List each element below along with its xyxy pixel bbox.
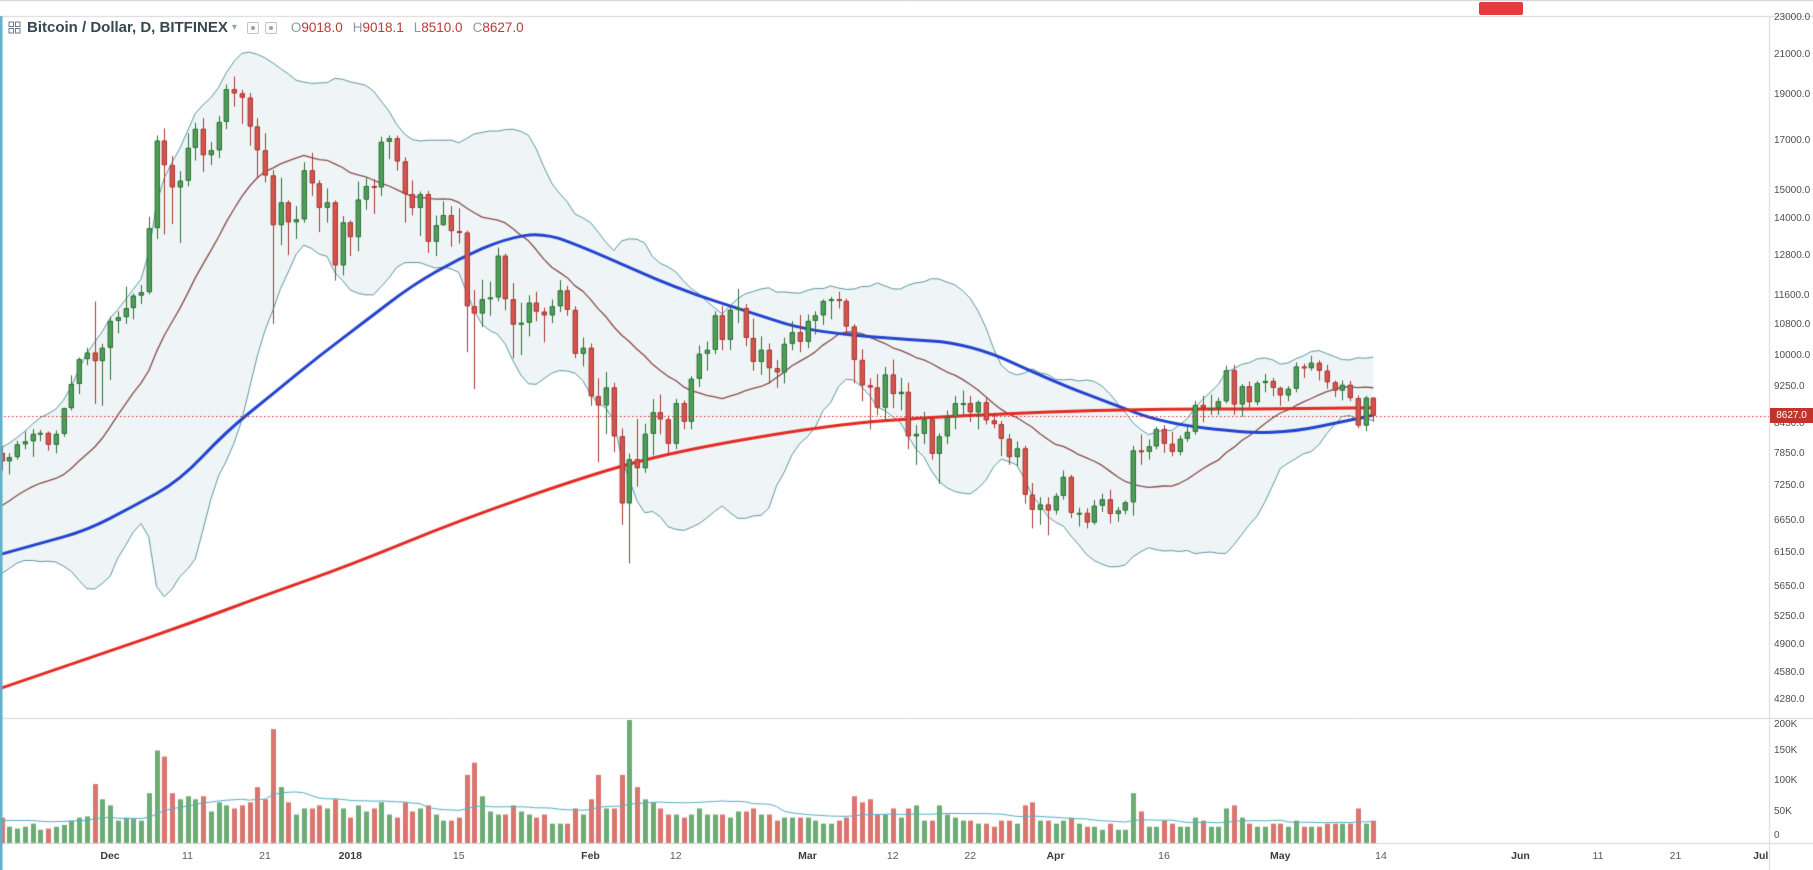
time-axis-label: Apr xyxy=(1046,850,1065,862)
time-axis-label: Mar xyxy=(798,850,817,862)
ohlc-values: O9018.0 H9018.1 L8510.0 C8627.0 xyxy=(291,20,534,35)
close-value: 8627.0 xyxy=(482,20,524,35)
time-axis-label: 2018 xyxy=(338,850,362,862)
volume-axis-label: 150K xyxy=(1774,744,1798,756)
time-axis-label: 11 xyxy=(182,850,193,862)
time-axis-label: May xyxy=(1270,850,1291,862)
time-axis-label: Jun xyxy=(1511,850,1530,862)
time-axis-label: Dec xyxy=(100,850,120,862)
time-axis-label: 12 xyxy=(886,850,899,862)
time-axis-label: 12 xyxy=(669,850,682,862)
price-axis-label: 6650.0 xyxy=(1774,515,1805,527)
time-axis[interactable]: Dec 11 21 2018 15 Feb 12 Mar 12 22 Apr 16 May 14 Jun 11… xyxy=(0,846,1769,870)
chart-legend: Bitcoin / Dollar, D, BITFINEX ▾ O9018.0 … xyxy=(8,19,534,36)
price-axis-label: 6150.0 xyxy=(1774,546,1805,558)
volume-axis-label: 0 xyxy=(1774,830,1780,841)
legend-icon-2[interactable] xyxy=(264,21,277,34)
time-axis-label: 21 xyxy=(259,850,271,862)
low-pair: L8510.0 xyxy=(414,20,463,35)
price-axis-label: 4900.0 xyxy=(1774,639,1805,651)
price-axis-label: 7850.0 xyxy=(1774,447,1805,459)
open-label: O xyxy=(290,20,302,35)
open-pair: O9018.0 xyxy=(291,20,343,35)
price-axis-label: 17000.0 xyxy=(1774,134,1811,146)
high-value: 9018.1 xyxy=(362,20,404,35)
price-axis[interactable]: 23000.0 21000.0 19000.0 17000.0 15000.0 14000… xyxy=(1770,0,1813,870)
legend-icon-1[interactable] xyxy=(246,21,259,34)
last-price-label: 8627.0 xyxy=(1770,407,1813,423)
price-axis-label: 9250.0 xyxy=(1774,381,1805,393)
high-label: H xyxy=(352,20,363,35)
time-axis-label: 14 xyxy=(1375,850,1387,862)
close-pair: C8627.0 xyxy=(473,20,524,35)
time-axis-label: 21 xyxy=(1669,850,1682,862)
volume-axis-label: 50K xyxy=(1774,805,1792,817)
notification-badge[interactable] xyxy=(1479,2,1523,15)
high-pair: H9018.1 xyxy=(353,20,404,35)
price-axis-label: 8450.0 xyxy=(1774,418,1805,430)
time-axis-label: 11 xyxy=(1592,850,1604,862)
volume-axis-label: 200K xyxy=(1774,719,1798,730)
price-axis-label: 4580.0 xyxy=(1774,666,1805,678)
price-axis-label: 10000.0 xyxy=(1774,349,1811,361)
price-axis-label: 15000.0 xyxy=(1774,185,1811,197)
time-axis-label: Feb xyxy=(581,850,600,862)
close-label: C xyxy=(472,20,483,35)
time-axis-label: 15 xyxy=(452,850,465,862)
last-price-value: 8627.0 xyxy=(1776,409,1807,421)
price-axis-label: 5250.0 xyxy=(1774,611,1805,623)
price-axis-label: 10800.0 xyxy=(1774,318,1811,330)
price-axis-label: 4280.0 xyxy=(1774,694,1805,705)
symbol-title[interactable]: Bitcoin / Dollar, D, BITFINEX xyxy=(27,19,228,36)
price-axis-label: 23000.0 xyxy=(1774,12,1811,23)
price-axis-label: 19000.0 xyxy=(1774,89,1811,101)
time-axis-label: 22 xyxy=(964,850,977,862)
grid-icon[interactable] xyxy=(8,21,21,34)
time-axis-label: 16 xyxy=(1158,850,1170,862)
low-label: L xyxy=(413,20,422,35)
price-axis-label: 5650.0 xyxy=(1774,581,1805,593)
volume-axis-label: 100K xyxy=(1774,775,1798,786)
price-axis-label: 11600.0 xyxy=(1774,289,1810,301)
chevron-down-icon[interactable]: ▾ xyxy=(231,22,237,33)
open-value: 9018.0 xyxy=(301,20,343,35)
price-axis-label: 14000.0 xyxy=(1774,213,1811,225)
price-axis-label: 12800.0 xyxy=(1774,249,1811,261)
time-axis-label: Jul xyxy=(1753,850,1769,862)
price-axis-label: 21000.0 xyxy=(1774,48,1811,60)
low-value: 8510.0 xyxy=(421,20,463,35)
price-axis-label: 7250.0 xyxy=(1774,480,1805,492)
